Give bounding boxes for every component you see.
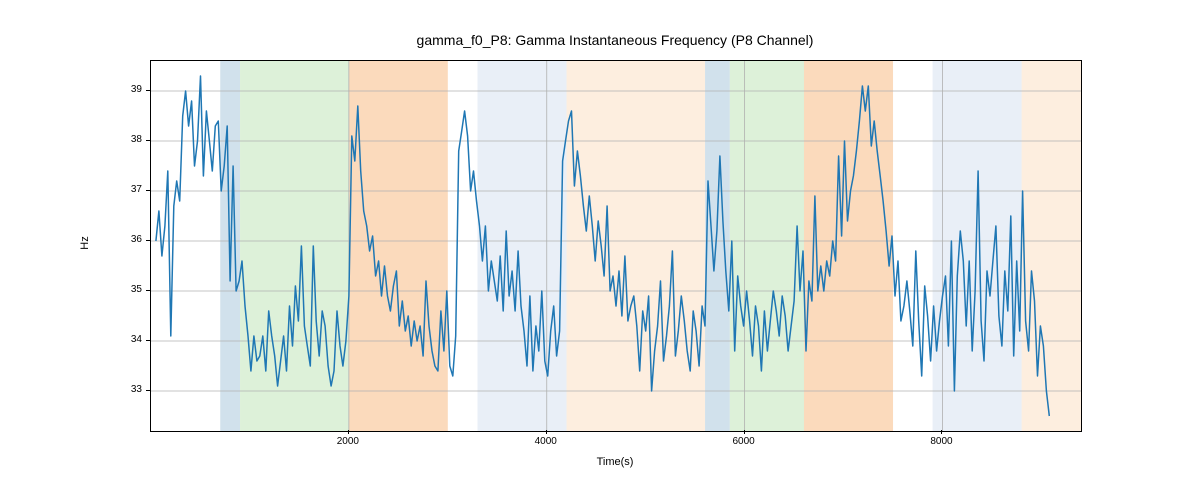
band-region — [1022, 61, 1081, 431]
ytick-label: 36 — [131, 234, 142, 245]
ytick-label: 39 — [131, 84, 142, 95]
band-region — [705, 61, 730, 431]
x-axis-label: Time(s) — [150, 456, 1080, 468]
xtick-label: 6000 — [724, 436, 764, 447]
y-axis-label: Hz — [79, 193, 91, 293]
figure: gamma_f0_P8: Gamma Instantaneous Frequen… — [0, 0, 1200, 500]
ytick-label: 35 — [131, 284, 142, 295]
xtick-mark — [941, 430, 942, 434]
ytick-mark — [146, 390, 150, 391]
band-region — [933, 61, 1022, 431]
ytick-label: 37 — [131, 184, 142, 195]
band-region — [477, 61, 566, 431]
xtick-mark — [546, 430, 547, 434]
ytick-mark — [146, 240, 150, 241]
ytick-mark — [146, 140, 150, 141]
ytick-label: 33 — [131, 384, 142, 395]
ytick-mark — [146, 290, 150, 291]
xtick-mark — [744, 430, 745, 434]
ytick-label: 34 — [131, 334, 142, 345]
ytick-mark — [146, 340, 150, 341]
band-region — [349, 61, 448, 431]
ytick-label: 38 — [131, 134, 142, 145]
xtick-label: 2000 — [328, 436, 368, 447]
ytick-mark — [146, 190, 150, 191]
xtick-mark — [348, 430, 349, 434]
chart-title: gamma_f0_P8: Gamma Instantaneous Frequen… — [150, 32, 1080, 48]
ytick-mark — [146, 90, 150, 91]
xtick-label: 8000 — [921, 436, 961, 447]
band-region — [730, 61, 804, 431]
xtick-label: 4000 — [526, 436, 566, 447]
plot-area — [150, 60, 1082, 432]
chart-svg — [151, 61, 1081, 431]
band-region — [804, 61, 893, 431]
band-region — [567, 61, 706, 431]
